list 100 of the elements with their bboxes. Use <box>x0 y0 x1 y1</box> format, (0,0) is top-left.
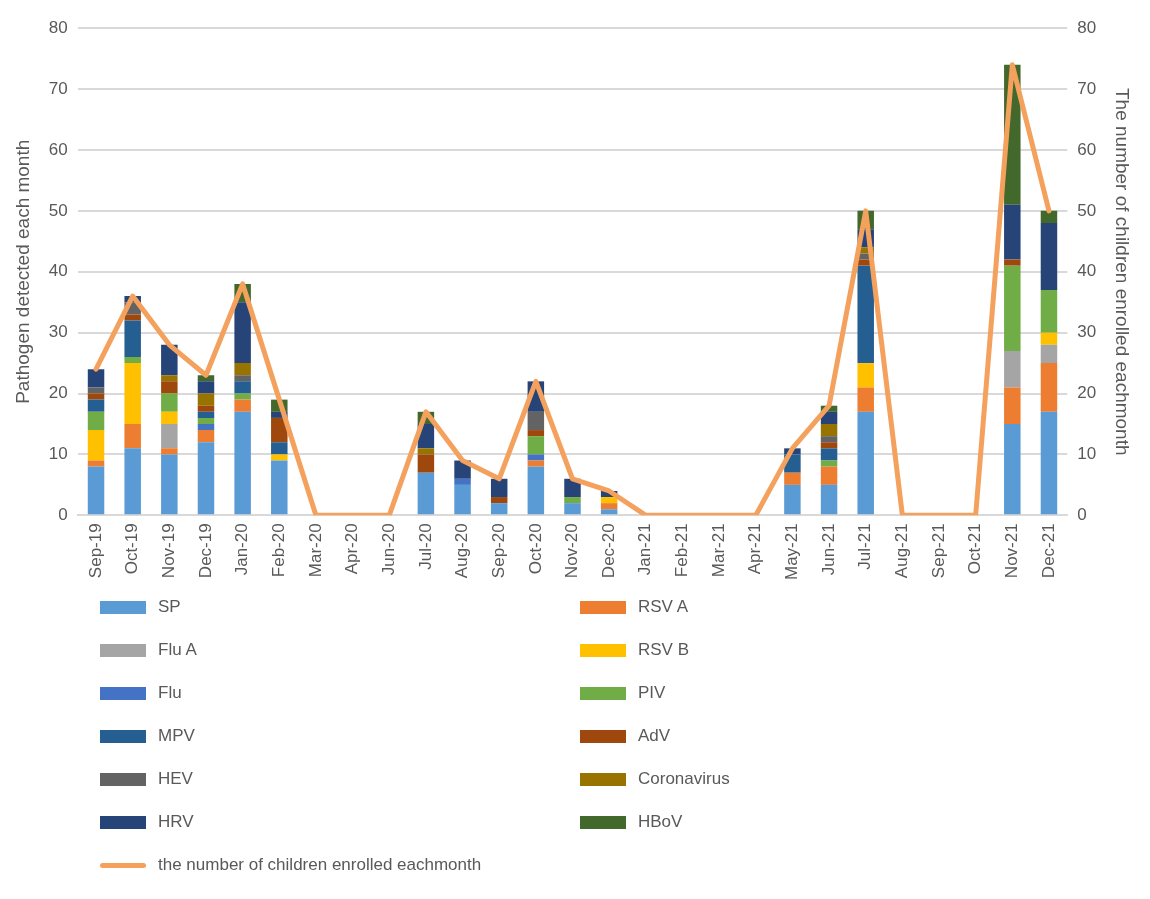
legend-label: HEV <box>158 769 193 789</box>
x-tick-label: Jul-21 <box>855 523 875 570</box>
bar <box>1040 290 1058 333</box>
bar <box>87 393 105 400</box>
x-tick-label: Apr-21 <box>745 523 765 575</box>
bar <box>417 448 435 455</box>
bar <box>234 302 251 364</box>
bar <box>124 357 141 364</box>
bar <box>197 442 215 515</box>
bar <box>1004 350 1021 388</box>
legend-label: HBoV <box>638 812 683 832</box>
bar <box>124 363 141 424</box>
bar <box>1040 210 1058 224</box>
y2-tick-label: 60 <box>1077 139 1097 159</box>
bar <box>87 460 105 467</box>
x-tick-label: Jan-21 <box>635 523 655 576</box>
bar <box>527 460 545 467</box>
legend-label: RSV B <box>638 640 690 660</box>
x-tick-label: Sep-20 <box>488 523 508 579</box>
x-tick-label: May-21 <box>782 523 802 580</box>
bar <box>124 320 141 357</box>
x-tick-label: Dec-21 <box>1038 523 1058 579</box>
bar <box>161 381 178 394</box>
bar <box>161 375 178 382</box>
bar <box>1040 223 1058 291</box>
bar <box>234 393 251 400</box>
x-tick-label: Apr-20 <box>342 523 362 575</box>
legend-label: HRV <box>158 812 194 832</box>
legend-label: the number of children enrolled eachmonth <box>158 855 482 875</box>
bar <box>271 442 288 455</box>
y2-tick-label: 50 <box>1077 200 1097 220</box>
legend-label: SP <box>158 597 181 617</box>
x-tick-label: Sep-19 <box>85 523 105 579</box>
bar <box>417 472 435 515</box>
bar <box>820 448 838 461</box>
bar <box>197 393 215 406</box>
bar <box>234 411 251 515</box>
bar <box>87 399 105 412</box>
bar <box>161 393 178 412</box>
y2-tick-label: 40 <box>1077 261 1097 281</box>
bar <box>161 454 178 515</box>
bar <box>820 423 838 437</box>
bar <box>271 454 288 461</box>
legend-label: PIV <box>638 683 666 703</box>
x-tick-label: Oct-19 <box>122 523 142 575</box>
y2-tick-label: 70 <box>1077 78 1097 98</box>
legend-label: RSV A <box>638 597 689 617</box>
x-tick-label: Mar-21 <box>708 523 728 578</box>
bar <box>490 497 508 504</box>
x-tick-label: Feb-21 <box>672 523 692 578</box>
y-tick-label: 20 <box>48 383 68 403</box>
bar <box>87 369 105 388</box>
bar <box>820 484 838 515</box>
bar <box>857 411 874 515</box>
bar <box>161 423 178 449</box>
bar <box>454 484 471 515</box>
bar <box>527 430 545 437</box>
bar <box>490 503 508 515</box>
bar <box>1040 332 1058 345</box>
bar <box>454 478 471 485</box>
bar <box>87 387 105 394</box>
bar <box>1004 423 1021 515</box>
bar <box>161 448 178 455</box>
bar <box>857 363 874 388</box>
bar <box>857 387 874 412</box>
bar <box>784 484 801 515</box>
legend-label: Flu A <box>158 640 197 660</box>
bar <box>1040 411 1058 515</box>
x-tick-label: Sep-21 <box>928 523 948 579</box>
y2-tick-label: 0 <box>1077 505 1087 524</box>
y-tick-label: 40 <box>48 261 68 281</box>
bar <box>87 430 105 461</box>
bar <box>1040 363 1058 412</box>
x-tick-label: Aug-21 <box>892 523 912 579</box>
bar <box>234 399 251 412</box>
bar <box>161 411 178 424</box>
bar <box>527 436 545 455</box>
y2-tick-label: 20 <box>1077 383 1097 403</box>
x-tick-label: Jul-20 <box>415 523 435 570</box>
bar <box>197 411 215 418</box>
bar <box>820 466 838 485</box>
bar <box>197 423 215 431</box>
bar <box>87 411 105 431</box>
bar <box>197 430 215 443</box>
x-tick-label: Oct-20 <box>525 523 545 575</box>
legend-label: Flu <box>158 683 182 703</box>
bar <box>1004 265 1021 351</box>
legend-label: AdV <box>638 726 671 746</box>
x-tick-label: Jun-21 <box>818 523 838 576</box>
y-axis-title: Pathogen detected each month <box>11 139 33 404</box>
bar <box>600 497 618 504</box>
x-tick-label: Aug-20 <box>452 523 472 579</box>
y-tick-label: 60 <box>48 139 68 159</box>
y2-tick-label: 10 <box>1077 444 1097 464</box>
bar <box>527 454 545 461</box>
x-tick-label: Nov-21 <box>1002 523 1021 579</box>
bar <box>490 478 508 498</box>
bar <box>197 381 215 394</box>
y-tick-label: 10 <box>48 444 68 464</box>
bar <box>234 375 251 382</box>
